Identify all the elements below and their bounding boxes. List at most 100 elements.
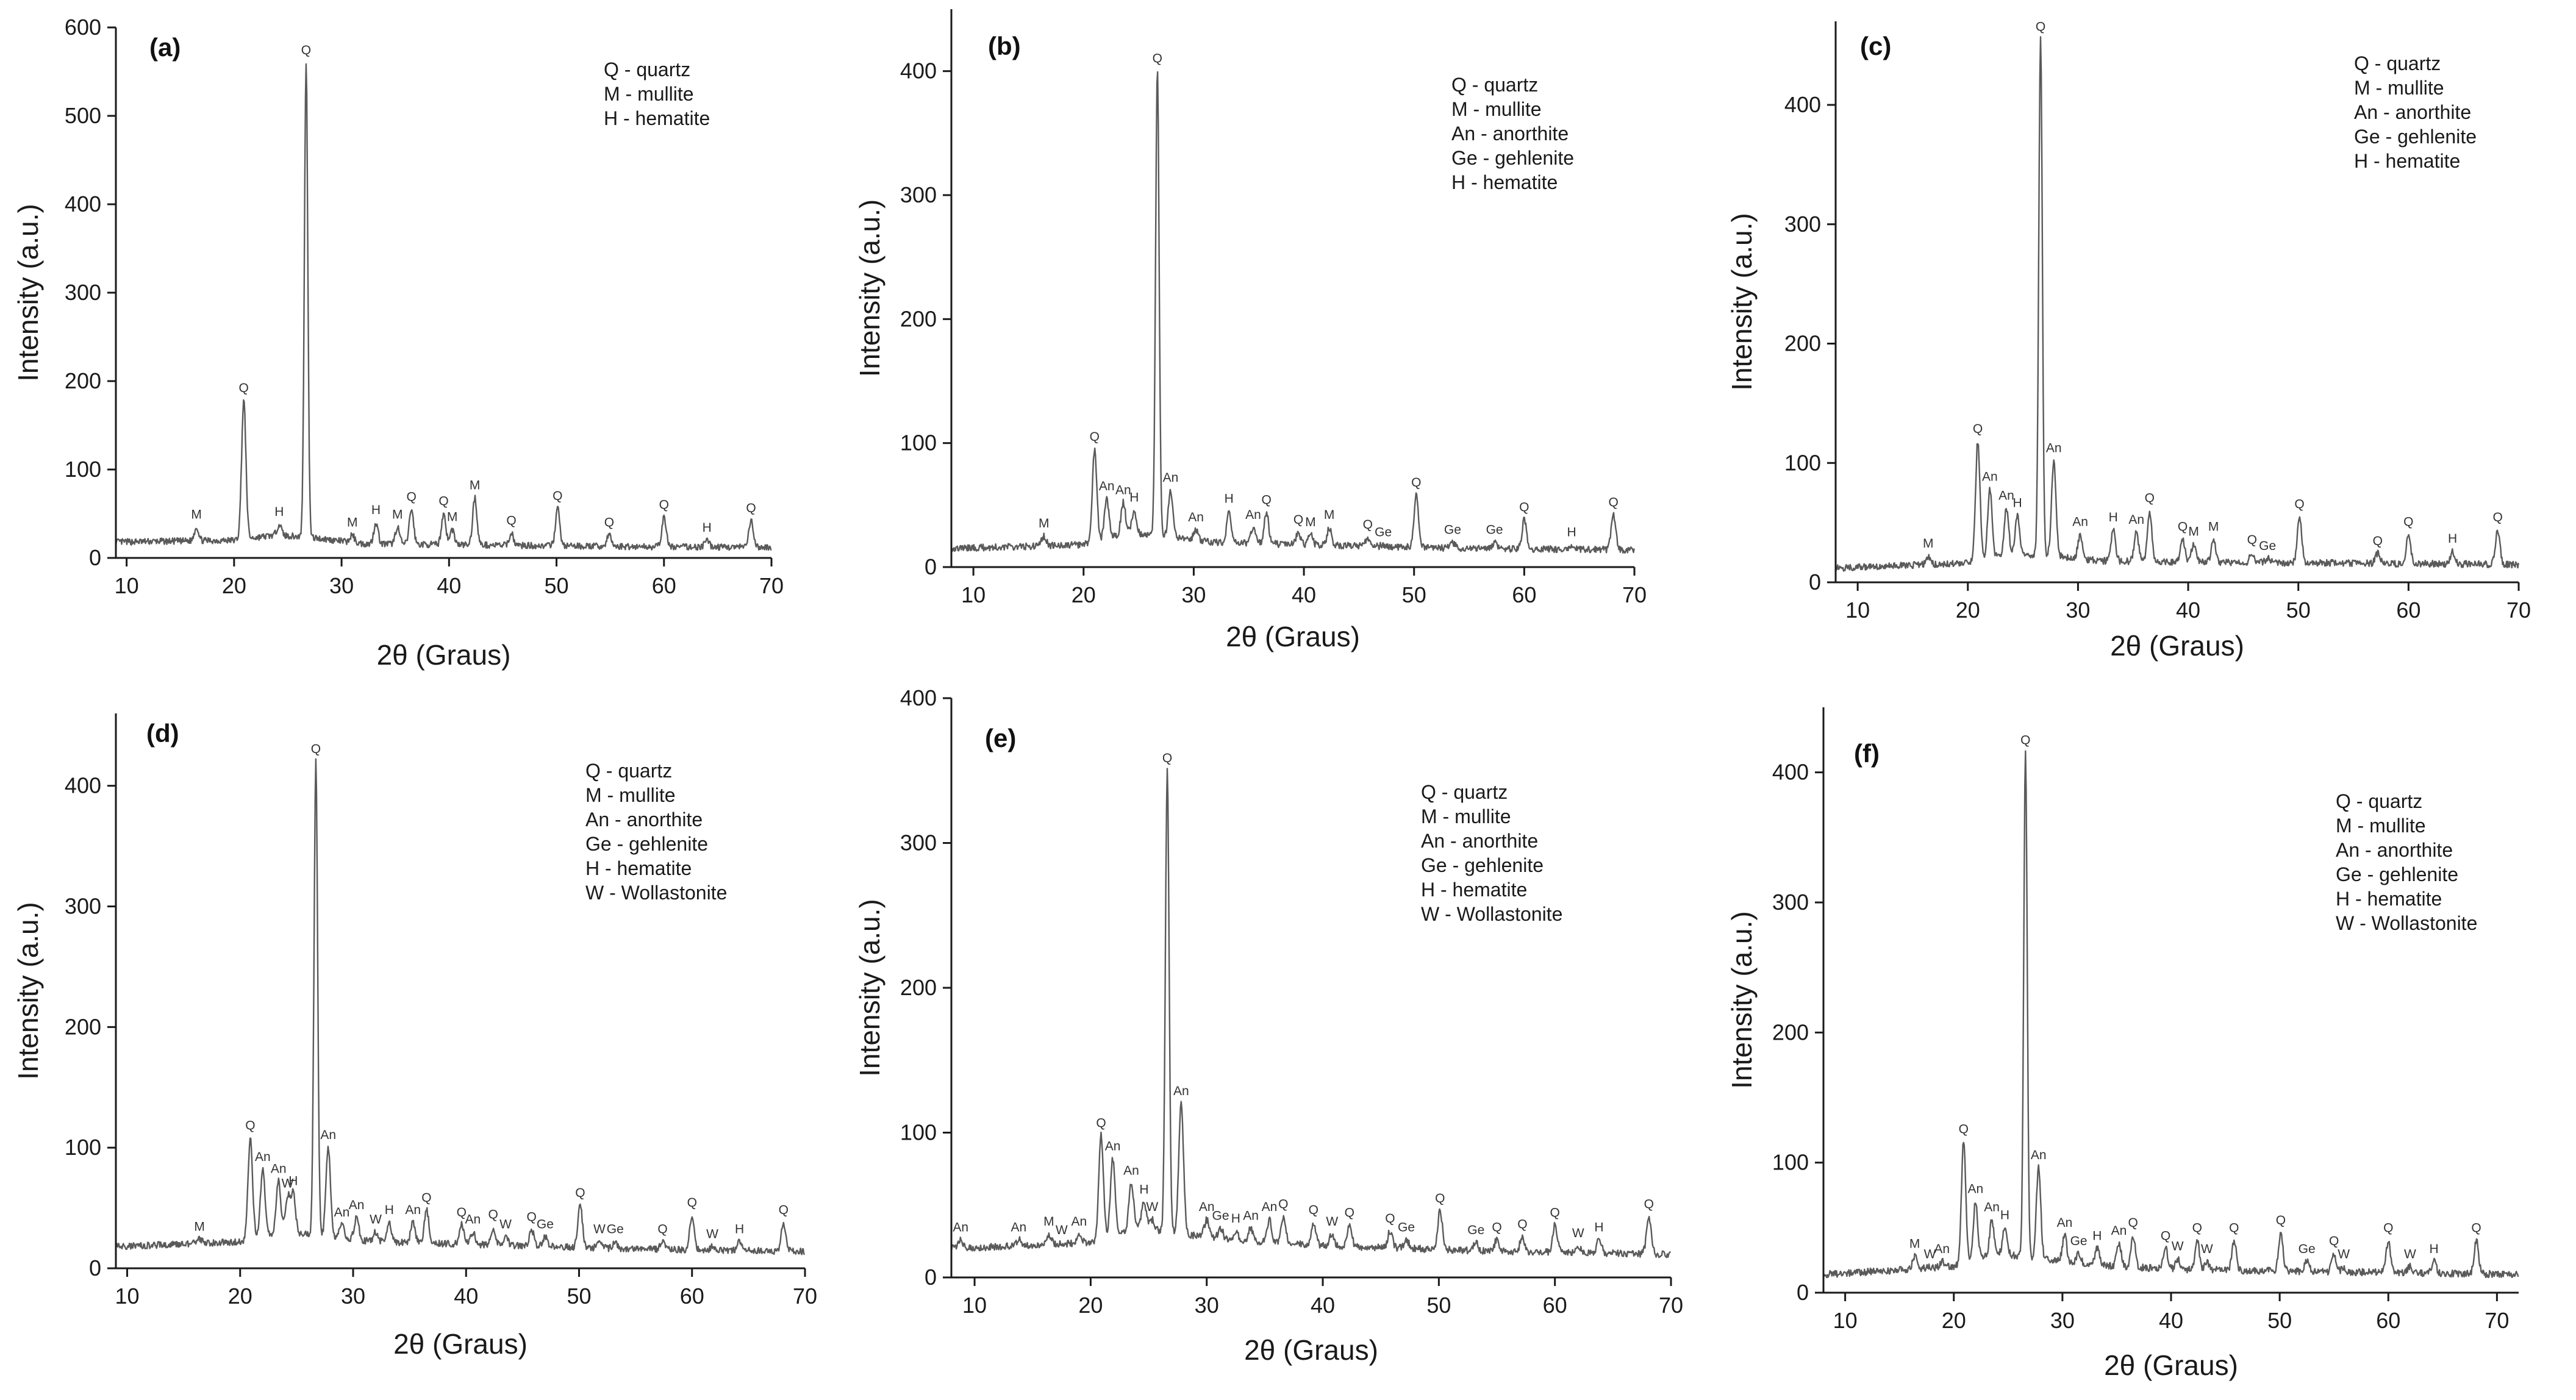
chart-d-peak-label: An bbox=[405, 1203, 421, 1217]
chart-e-peak-label: W bbox=[1572, 1226, 1584, 1240]
chart-e-x-tick-label: 70 bbox=[1659, 1293, 1683, 1318]
chart-b-peak-label: H bbox=[1567, 525, 1576, 539]
chart-b-x-tick-label: 20 bbox=[1072, 582, 1096, 607]
chart-panel-d: 10 20 30 40 50 60 70 0 100 200 300 400 2θ (Graus) Int… bbox=[0, 707, 817, 1390]
chart-d-peak-label: W bbox=[593, 1222, 606, 1236]
chart-d-y-tick-label: 300 bbox=[65, 894, 101, 919]
chart-d-peak-label: Q bbox=[488, 1208, 498, 1222]
chart-e-y-tick-label: 400 bbox=[900, 685, 937, 710]
chart-d-y-tick-label: 0 bbox=[89, 1255, 101, 1280]
chart-c-peak-label: M bbox=[2208, 520, 2219, 534]
chart-b-peak-label: An bbox=[1099, 479, 1115, 493]
chart-a-y-tick-label: 300 bbox=[65, 280, 101, 305]
chart-d-peak-label: H bbox=[735, 1222, 744, 1236]
chart-d-svg: 10 20 30 40 50 60 70 0 100 200 300 400 2θ (Graus) Int… bbox=[12, 713, 817, 1360]
chart-f-x-tick-label: 50 bbox=[2267, 1308, 2292, 1333]
chart-f-peak-label: An bbox=[2031, 1148, 2047, 1162]
chart-d-x-tick-label: 20 bbox=[228, 1284, 252, 1309]
chart-f-legend-entry: An - anorthite bbox=[2336, 839, 2453, 861]
chart-a-legend-entry: M - mullite bbox=[604, 83, 694, 105]
chart-panel-a: 10 20 30 40 50 60 70 0 100 200 300 400 500 600 2θ (Gra… bbox=[0, 0, 811, 683]
chart-c-legend-entry: An - anorthite bbox=[2354, 101, 2471, 123]
chart-a-peak-label: M bbox=[470, 478, 481, 492]
chart-f-peak-label: W bbox=[2201, 1242, 2213, 1256]
chart-d-legend-entry: Q - quartz bbox=[585, 760, 672, 782]
chart-d-legend-entry: H - hematite bbox=[585, 857, 692, 879]
chart-e-y-tick-label: 200 bbox=[900, 975, 937, 1000]
chart-f-peak-label: An bbox=[1984, 1201, 2000, 1215]
chart-e-peak-label: Q bbox=[1309, 1203, 1318, 1217]
chart-b-legend-entry: M - mullite bbox=[1451, 98, 1542, 120]
chart-e-peak-label: Ge bbox=[1467, 1223, 1484, 1237]
chart-c-peak-label: Q bbox=[1973, 422, 1983, 436]
chart-b-panel-label: (b) bbox=[988, 32, 1021, 60]
chart-e-peak-label: W bbox=[1146, 1200, 1158, 1214]
chart-e-peak-label: H bbox=[1139, 1183, 1148, 1197]
chart-d-x-tick-label: 30 bbox=[341, 1284, 365, 1309]
chart-b-peak-label: An bbox=[1115, 483, 1131, 497]
chart-c-peak-label: An bbox=[1982, 470, 1998, 484]
chart-d-peak-label: Q bbox=[421, 1191, 431, 1205]
chart-b-legend-entry: H - hematite bbox=[1451, 171, 1558, 193]
chart-f-legend-entry: W - Wollastonite bbox=[2336, 912, 2477, 934]
chart-d-panel-label: (d) bbox=[146, 719, 179, 748]
chart-e-y-tick-label: 300 bbox=[900, 830, 937, 855]
chart-b-x-tick-label: 70 bbox=[1622, 582, 1647, 607]
chart-b-x-tick-label: 30 bbox=[1181, 582, 1206, 607]
chart-d-peak-label: W bbox=[370, 1213, 382, 1227]
chart-b-peak-label: Q bbox=[1411, 476, 1421, 490]
chart-d-x-tick-label: 40 bbox=[454, 1284, 478, 1309]
chart-f-peak-label: Q bbox=[2383, 1221, 2393, 1235]
chart-c-peak-label: Ge bbox=[2259, 539, 2276, 553]
chart-a-x-tick-label: 50 bbox=[545, 573, 569, 598]
chart-b-x-tick-label: 50 bbox=[1402, 582, 1426, 607]
chart-d-peak-label: Ge bbox=[537, 1218, 554, 1232]
chart-c-svg: 10 20 30 40 50 60 70 0 100 200 300 400 2θ (Graus) Int… bbox=[1726, 20, 2531, 662]
chart-d-x-tick-label: 10 bbox=[115, 1284, 140, 1309]
chart-c-peak-label: H bbox=[2448, 532, 2457, 546]
chart-a-peak-label: Q bbox=[659, 498, 669, 512]
chart-b-x-tick-label: 60 bbox=[1512, 582, 1536, 607]
chart-a-peak-label: Q bbox=[506, 513, 516, 527]
chart-b-peak-label: Q bbox=[1153, 52, 1162, 66]
chart-f-peak-label: W bbox=[2404, 1247, 2416, 1261]
chart-a-y-tick-label: 200 bbox=[65, 368, 101, 393]
chart-f-y-tick-label: 100 bbox=[1772, 1150, 1809, 1175]
chart-d-peak-label: An bbox=[320, 1128, 336, 1142]
chart-c-x-tick-label: 20 bbox=[1956, 598, 1980, 623]
chart-d-peak-label: W bbox=[706, 1227, 718, 1241]
chart-e-legend-entry: M - mullite bbox=[1421, 805, 1511, 827]
chart-d-legend-entry: An - anorthite bbox=[585, 809, 703, 830]
chart-c-x-tick-label: 30 bbox=[2066, 598, 2090, 623]
chart-b-svg: 10 20 30 40 50 60 70 0 100 200 300 400 2θ (Graus) Int… bbox=[854, 9, 1647, 652]
chart-b-x-axis-title: 2θ (Graus) bbox=[1226, 621, 1360, 652]
chart-e-peak-label: Q bbox=[1345, 1206, 1354, 1220]
chart-e-peak-label: H bbox=[1594, 1220, 1603, 1234]
chart-f-peak-label: Q bbox=[2276, 1213, 2286, 1227]
chart-a-peak-label: Q bbox=[301, 43, 311, 57]
chart-c-x-tick-label: 70 bbox=[2506, 598, 2531, 623]
chart-a-y-axis-title: Intensity (a.u.) bbox=[12, 204, 44, 381]
chart-d-peak-label: Q bbox=[457, 1205, 467, 1220]
chart-f-peak-label: H bbox=[2429, 1242, 2438, 1256]
chart-d-y-tick-label: 400 bbox=[65, 773, 101, 798]
chart-e-x-axis-title: 2θ (Graus) bbox=[1244, 1334, 1378, 1366]
chart-e-peak-label: Q bbox=[1096, 1116, 1106, 1130]
chart-c-peak-label: An bbox=[2128, 513, 2144, 527]
chart-b-peak-label: Ge bbox=[1375, 525, 1392, 539]
chart-b-peak-label: An bbox=[1163, 471, 1179, 485]
chart-b-y-tick-label: 200 bbox=[900, 306, 937, 331]
chart-d-peak-label: W bbox=[499, 1218, 512, 1232]
chart-a-peak-label: Q bbox=[604, 515, 614, 529]
chart-c-peak-label: H bbox=[2012, 496, 2022, 510]
chart-f-peak-label: An bbox=[2057, 1216, 2073, 1230]
chart-f-peak-label: Q bbox=[2229, 1221, 2239, 1235]
chart-d-legend-entry: M - mullite bbox=[585, 784, 676, 806]
chart-a-x-tick-label: 30 bbox=[329, 573, 354, 598]
chart-f-legend-entry: M - mullite bbox=[2336, 815, 2426, 837]
chart-c-x-axis-title: 2θ (Graus) bbox=[2110, 630, 2244, 662]
chart-c-x-tick-label: 60 bbox=[2396, 598, 2420, 623]
chart-e-x-tick-label: 20 bbox=[1078, 1293, 1103, 1318]
chart-f-x-axis-title: 2θ (Graus) bbox=[2104, 1349, 2238, 1381]
chart-d-peak-label: Q bbox=[779, 1203, 789, 1217]
